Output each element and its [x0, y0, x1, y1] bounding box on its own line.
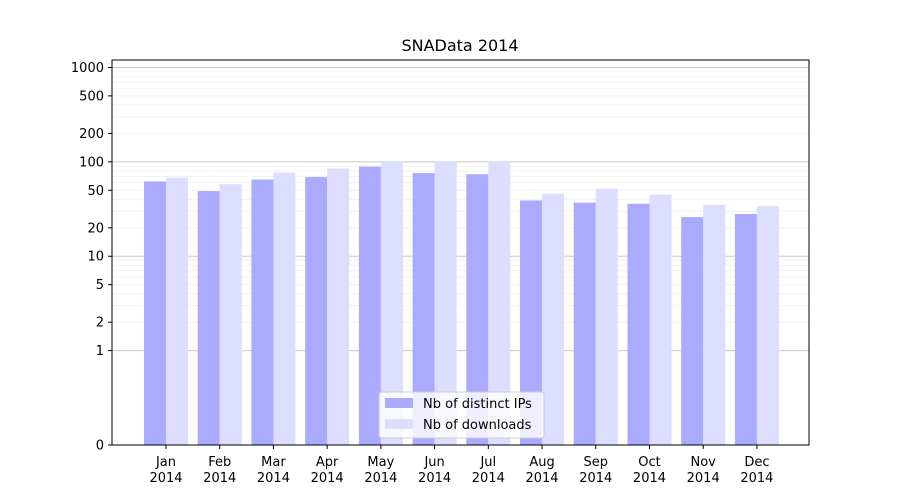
y-tick-label: 1000 [71, 61, 104, 76]
y-tick-label: 100 [79, 155, 104, 170]
bar [273, 172, 296, 445]
y-tick-label: 1 [96, 344, 104, 359]
bar [434, 161, 457, 445]
y-tick-label: 500 [79, 89, 104, 104]
x-tick-label-month: Aug [529, 455, 554, 470]
bar [734, 214, 757, 445]
bar [466, 174, 489, 445]
x-tick-label-year: 2014 [257, 471, 290, 486]
legend-box [378, 391, 545, 439]
x-tick-label-year: 2014 [579, 471, 612, 486]
chart-title: SNAData 2014 [401, 36, 518, 55]
bar [756, 206, 779, 445]
x-tick-label-year: 2014 [364, 471, 397, 486]
x-tick-label-year: 2014 [311, 471, 344, 486]
bar [144, 181, 166, 445]
plot-frame [111, 59, 810, 446]
legend-swatch [385, 419, 413, 429]
x-tick-label-month: Sep [584, 455, 609, 470]
x-axis: Jan2014Feb2014Mar2014Apr2014May2014Jun20… [149, 445, 773, 486]
y-tick-label: 2 [96, 316, 104, 331]
legend-label: Nb of downloads [423, 418, 532, 433]
x-tick-label-month: May [367, 455, 394, 470]
x-tick-label-month: Feb [208, 455, 231, 470]
x-tick-label-month: Apr [316, 455, 339, 470]
bar [681, 217, 704, 445]
bar [412, 173, 435, 446]
y-tick-label: 200 [79, 127, 104, 142]
bar [358, 166, 381, 446]
bar [305, 177, 328, 445]
bar [219, 184, 242, 445]
bar [166, 177, 188, 446]
x-tick-label-year: 2014 [418, 471, 451, 486]
x-tick-label-year: 2014 [633, 471, 666, 486]
bar [488, 161, 511, 445]
y-tick-label: 5 [96, 278, 104, 293]
x-tick-label-year: 2014 [149, 471, 182, 486]
x-tick-label-month: Dec [744, 455, 769, 470]
x-tick-label-year: 2014 [472, 471, 505, 486]
x-tick-label-year: 2014 [203, 471, 236, 486]
legend: Nb of distinct IPs Nb of downloads [378, 391, 545, 439]
bar [327, 168, 350, 445]
bar [251, 179, 274, 445]
bar [197, 191, 220, 445]
x-tick-label-month: Jun [423, 455, 444, 470]
y-tick-label: 50 [87, 184, 104, 199]
y-tick-label: 0 [96, 439, 104, 454]
y-tick-label: 10 [87, 250, 104, 265]
x-tick-label-month: Jan [155, 455, 176, 470]
bar [542, 193, 565, 445]
x-tick-label-month: Mar [261, 455, 286, 470]
bar [520, 200, 543, 445]
bar [573, 202, 596, 445]
bars [144, 161, 779, 446]
bar [627, 203, 650, 445]
x-tick-label-month: Oct [638, 455, 660, 470]
x-tick-label-month: Nov [691, 455, 717, 470]
x-tick-label-year: 2014 [687, 471, 720, 486]
y-axis: 0 1 2 5 10 20 50 100 200 500 1000 [71, 61, 112, 454]
bar [595, 188, 618, 445]
x-tick-label-year: 2014 [740, 471, 773, 486]
bar [703, 204, 726, 445]
x-tick-label-year: 2014 [525, 471, 558, 486]
bar [380, 161, 403, 445]
legend-swatch [385, 398, 413, 408]
legend-label: Nb of distinct IPs [423, 397, 532, 412]
x-tick-label-month: Jul [479, 455, 496, 470]
bar [649, 194, 672, 445]
y-tick-label: 20 [87, 221, 104, 236]
